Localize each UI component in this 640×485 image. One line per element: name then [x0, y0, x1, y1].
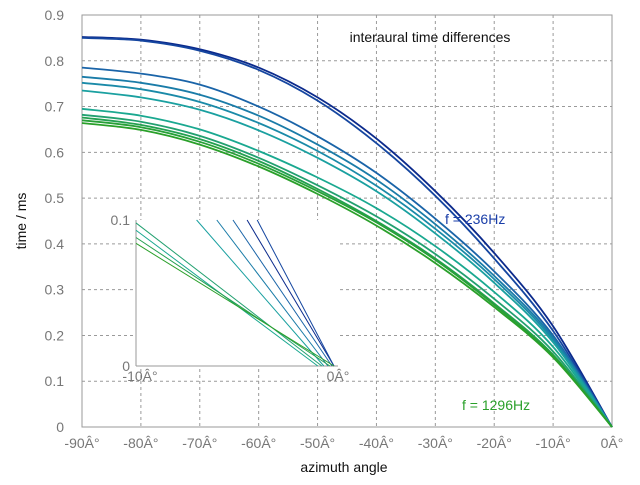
chart-title: interaural time differences [350, 29, 511, 45]
inset-plot-area [136, 220, 338, 366]
inset-line-0 [246, 219, 335, 367]
inset-xtick-left: -10Â° [122, 368, 157, 384]
inset-lines [135, 219, 335, 367]
series-line-6 [81, 107, 613, 428]
series-line-8 [81, 116, 613, 428]
series-line-0 [81, 36, 613, 428]
inset-line-4 [196, 219, 325, 367]
inset-line-1 [256, 219, 335, 367]
x-tick-label: -60Â° [241, 435, 276, 451]
tick-layer: -90Â° -80Â° -70Â° -60Â° -50Â° -40Â° -30Â° -20Â°… [45, 7, 624, 451]
y-tick-label: 0.7 [45, 99, 65, 115]
annotation-1296hz: f = 1296Hz [462, 397, 530, 413]
inset-line-7 [135, 237, 331, 367]
series-line-7 [81, 113, 613, 428]
series-line-9 [81, 119, 613, 428]
y-tick-label: 0.1 [45, 373, 65, 389]
inset-line-8 [135, 242, 335, 367]
series-layer [81, 36, 613, 428]
inset-chart: 0.1 0 -10Â° 0Â° [111, 212, 350, 384]
y-tick-label: 0 [56, 419, 64, 435]
series-line-3 [81, 75, 613, 428]
x-tick-label: -50Â° [300, 435, 335, 451]
x-tick-label: -40Â° [359, 435, 394, 451]
series-line-5 [81, 89, 613, 428]
y-tick-label: 0.8 [45, 53, 65, 69]
series-line-4 [81, 81, 613, 428]
x-tick-label: -10Â° [536, 435, 571, 451]
x-tick-label: -80Â° [123, 435, 158, 451]
y-tick-label: 0.3 [45, 282, 65, 298]
y-tick-label: 0.5 [45, 190, 65, 206]
annotation-236hz: f = 236Hz [445, 211, 505, 227]
y-axis-label: time / ms [13, 193, 29, 250]
inset-line-6 [135, 222, 323, 367]
x-axis-label: azimuth angle [300, 459, 387, 475]
x-tick-label: -30Â° [418, 435, 453, 451]
inset-xtick-right: 0Â° [327, 368, 350, 384]
y-tick-label: 0.9 [45, 7, 65, 23]
y-tick-label: 0.2 [45, 327, 65, 343]
series-line-10 [81, 122, 613, 428]
series-line-1 [81, 37, 613, 428]
x-tick-label: -70Â° [182, 435, 217, 451]
x-tick-label: -90Â° [64, 435, 99, 451]
series-line-2 [81, 66, 613, 428]
inset-line-3 [216, 219, 329, 367]
y-tick-label: 0.6 [45, 144, 65, 160]
inset-line-2 [232, 219, 333, 367]
x-tick-label: 0Â° [601, 435, 624, 451]
inset-ytick-bottom: 0 [122, 358, 130, 374]
x-tick-label: -20Â° [477, 435, 512, 451]
inset-ytick-top: 0.1 [111, 212, 131, 228]
y-tick-label: 0.4 [45, 236, 65, 252]
